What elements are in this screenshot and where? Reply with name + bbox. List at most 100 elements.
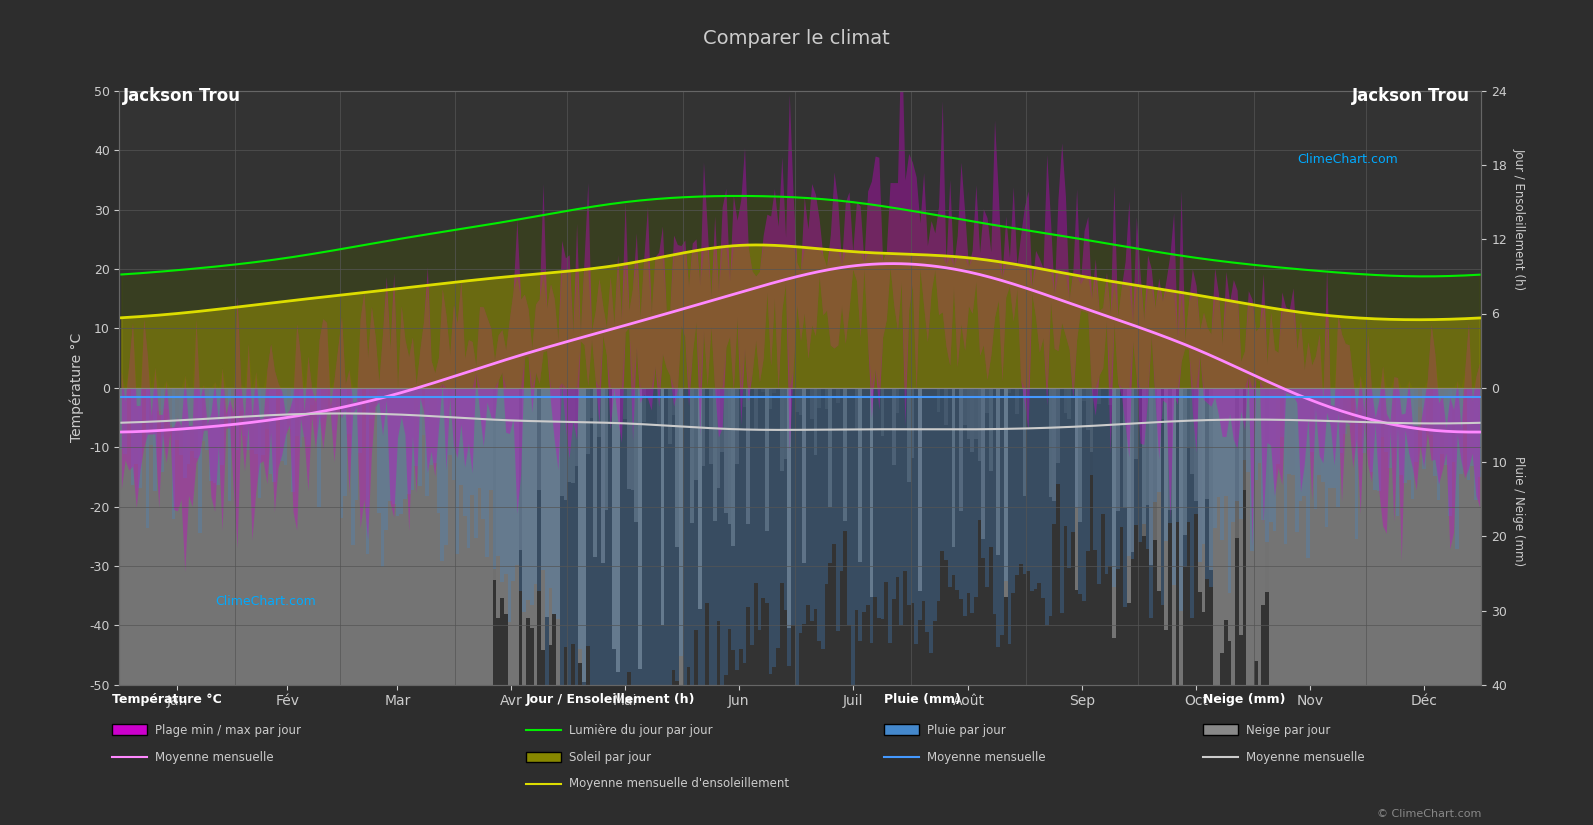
Bar: [895, 388, 900, 413]
Bar: [784, 388, 787, 610]
Bar: [269, 388, 272, 474]
Text: Jour / Ensoleillement (h): Jour / Ensoleillement (h): [1512, 148, 1526, 290]
Bar: [1172, 388, 1176, 585]
Bar: [672, 388, 675, 415]
Bar: [1478, 388, 1481, 477]
Bar: [717, 388, 720, 621]
Bar: [945, 388, 948, 425]
Bar: [292, 388, 295, 825]
Bar: [258, 388, 261, 825]
Bar: [959, 388, 962, 599]
Bar: [605, 388, 609, 705]
Bar: [228, 388, 231, 825]
Bar: [456, 388, 459, 554]
Bar: [1195, 388, 1198, 514]
Bar: [292, 388, 295, 492]
Bar: [1104, 388, 1109, 574]
Bar: [411, 388, 414, 825]
Bar: [1426, 388, 1429, 430]
Bar: [817, 388, 820, 408]
Bar: [378, 388, 381, 512]
Bar: [589, 388, 593, 705]
Text: Pluie par jour: Pluie par jour: [927, 724, 1005, 737]
Bar: [1295, 388, 1298, 825]
Bar: [586, 388, 589, 454]
Bar: [1429, 388, 1434, 825]
Bar: [1053, 388, 1056, 525]
Bar: [1284, 388, 1287, 544]
Bar: [448, 388, 451, 455]
Bar: [131, 388, 134, 485]
Bar: [575, 388, 578, 685]
Bar: [1474, 388, 1478, 500]
Bar: [425, 388, 429, 497]
Bar: [470, 388, 475, 743]
Bar: [1456, 388, 1459, 825]
Bar: [586, 388, 589, 645]
Bar: [451, 388, 456, 479]
Bar: [164, 388, 167, 409]
Bar: [1131, 388, 1134, 559]
Bar: [1142, 388, 1145, 524]
Bar: [656, 388, 661, 778]
Bar: [865, 388, 870, 606]
Bar: [1365, 388, 1370, 825]
Bar: [303, 388, 306, 825]
Bar: [973, 388, 978, 596]
Bar: [1157, 388, 1161, 492]
Bar: [1343, 388, 1348, 825]
Bar: [325, 388, 328, 825]
Bar: [758, 388, 761, 629]
Bar: [228, 388, 231, 501]
Text: Pluie (mm): Pluie (mm): [884, 693, 961, 706]
Bar: [314, 388, 317, 825]
Bar: [362, 388, 366, 825]
Bar: [1093, 388, 1098, 550]
Bar: [564, 388, 567, 647]
Bar: [929, 388, 933, 653]
Bar: [769, 388, 773, 674]
Bar: [597, 388, 601, 718]
Bar: [753, 388, 758, 583]
Bar: [272, 388, 276, 483]
Bar: [328, 388, 333, 825]
Bar: [933, 388, 937, 621]
Bar: [1281, 388, 1284, 437]
Bar: [470, 388, 475, 495]
Bar: [1434, 388, 1437, 825]
Bar: [381, 388, 384, 567]
Bar: [225, 388, 228, 825]
Bar: [503, 388, 508, 614]
Bar: [672, 388, 675, 670]
Bar: [1231, 388, 1235, 521]
Bar: [433, 388, 436, 825]
Bar: [1348, 388, 1351, 825]
Bar: [1434, 388, 1437, 476]
Bar: [926, 388, 929, 632]
Bar: [1031, 388, 1034, 591]
Bar: [1015, 388, 1020, 575]
Bar: [1198, 388, 1201, 562]
Bar: [1281, 388, 1284, 757]
Bar: [1223, 388, 1228, 496]
Bar: [559, 388, 564, 496]
Bar: [634, 388, 639, 819]
Bar: [1418, 388, 1423, 407]
Text: Jackson Trou: Jackson Trou: [1352, 87, 1470, 105]
Bar: [1287, 388, 1292, 825]
Bar: [422, 388, 425, 435]
Bar: [119, 388, 123, 449]
Bar: [242, 388, 247, 436]
Bar: [951, 388, 956, 547]
Bar: [836, 388, 840, 403]
Bar: [444, 388, 448, 545]
Bar: [355, 388, 358, 825]
Bar: [403, 388, 406, 498]
Bar: [731, 388, 736, 546]
Bar: [1395, 388, 1399, 516]
Bar: [616, 388, 620, 754]
Bar: [1212, 388, 1217, 822]
Bar: [642, 388, 645, 422]
Bar: [511, 388, 515, 581]
Bar: [231, 388, 236, 825]
